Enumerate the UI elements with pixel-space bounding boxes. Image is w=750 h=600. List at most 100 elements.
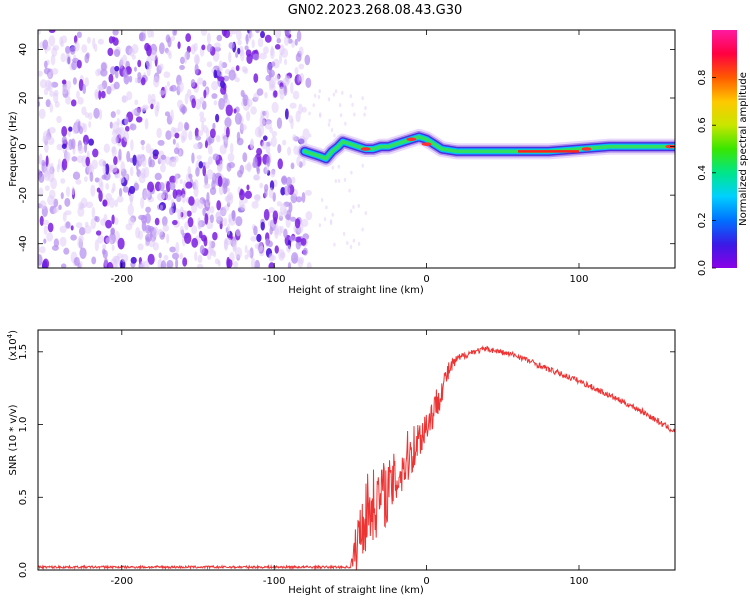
noise-blob (179, 252, 184, 260)
noise-blob (137, 243, 144, 251)
noise-blob (217, 76, 225, 82)
noise-blob (173, 155, 179, 163)
x-tick-label: -100 (263, 576, 286, 587)
noise-blob (245, 34, 249, 45)
noise-blob (38, 30, 41, 35)
noise-blob (43, 60, 48, 69)
noise-blob (38, 108, 46, 119)
noise-blob (228, 42, 235, 49)
noise-blob (297, 256, 305, 264)
noise-blob (213, 100, 218, 106)
x-tick-label: 0 (423, 576, 429, 587)
noise-blob (317, 94, 321, 99)
noise-blob (42, 258, 50, 268)
noise-blob (165, 193, 172, 201)
noise-blob (92, 148, 99, 158)
noise-blob (130, 139, 134, 151)
noise-blob (170, 126, 176, 138)
noise-blob (241, 65, 248, 73)
noise-blob (122, 186, 129, 193)
noise-blob (250, 257, 256, 268)
noise-blob (126, 150, 131, 163)
noise-blob (298, 135, 306, 145)
noise-blob (231, 210, 236, 222)
noise-blob (163, 254, 169, 261)
noise-blob (112, 182, 116, 192)
noise-blob (187, 217, 194, 228)
noise-blob (151, 30, 155, 38)
noise-blob (157, 192, 165, 201)
noise-blob (102, 199, 108, 207)
noise-blob (142, 104, 149, 110)
noise-blob (226, 162, 232, 172)
noise-blob (143, 166, 150, 178)
noise-blob (144, 118, 149, 130)
noise-blob (38, 101, 41, 107)
noise-blob (313, 93, 317, 98)
noise-blob (45, 99, 51, 108)
noise-blob (102, 164, 107, 175)
noise-blob (147, 181, 155, 193)
noise-blob (225, 126, 230, 138)
noise-blob (177, 209, 182, 220)
noise-blob (276, 201, 282, 207)
noise-blob (229, 30, 233, 38)
noise-blob (47, 170, 55, 183)
noise-blob (216, 200, 222, 211)
noise-blob (103, 143, 110, 153)
noise-blob (206, 220, 214, 230)
noise-blob (77, 97, 84, 105)
noise-blob (172, 138, 176, 145)
ridge-hotspot (406, 137, 417, 142)
noise-blob (177, 80, 184, 93)
noise-blob (244, 197, 248, 204)
noise-blob (141, 220, 147, 232)
noise-blob (98, 190, 103, 202)
noise-blob (330, 127, 334, 132)
noise-blob (111, 214, 115, 225)
noise-blob (129, 123, 137, 131)
noise-blob (207, 252, 212, 260)
noise-blob (77, 206, 85, 217)
noise-blob (71, 138, 76, 150)
noise-blob (39, 246, 46, 254)
noise-blob (43, 225, 48, 235)
noise-blob (274, 74, 280, 82)
noise-blob (237, 47, 241, 55)
noise-blob (207, 145, 213, 155)
noise-blob (309, 133, 312, 138)
noise-blob (342, 231, 346, 236)
noise-blob (53, 92, 59, 104)
noise-blob (85, 201, 94, 209)
noise-blob (46, 45, 51, 52)
noise-blob (39, 200, 47, 210)
noise-blob (61, 79, 67, 85)
noise-blob (284, 30, 291, 36)
noise-blob (167, 36, 172, 48)
noise-blob (170, 109, 174, 122)
noise-blob (188, 173, 193, 179)
noise-blob (279, 88, 285, 101)
noise-blob (299, 73, 305, 83)
noise-blob (363, 112, 366, 117)
noise-blob (111, 36, 116, 42)
noise-blob (56, 115, 62, 124)
noise-blob (158, 252, 162, 259)
noise-blob (117, 237, 125, 250)
noise-blob (269, 226, 273, 235)
noise-blob (94, 239, 99, 252)
noise-blob (179, 64, 185, 70)
noise-blob (77, 144, 85, 154)
noise-blob (364, 105, 367, 110)
noise-blob (169, 207, 174, 216)
noise-blob (166, 50, 172, 56)
noise-blob (149, 159, 156, 168)
noise-blob (116, 118, 121, 126)
colorbar-label: Normalized spectral amplitude (738, 72, 749, 226)
noise-blob (201, 44, 206, 51)
noise-blob (331, 212, 334, 217)
noise-blob (212, 122, 216, 130)
noise-blob (72, 171, 81, 180)
noise-blob (68, 126, 73, 132)
noise-blob (236, 137, 244, 146)
